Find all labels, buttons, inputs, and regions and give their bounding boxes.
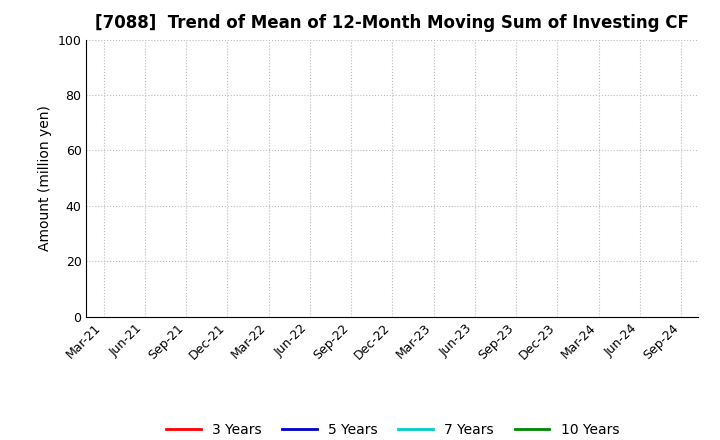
Legend: 3 Years, 5 Years, 7 Years, 10 Years: 3 Years, 5 Years, 7 Years, 10 Years [161,418,624,440]
Title: [7088]  Trend of Mean of 12-Month Moving Sum of Investing CF: [7088] Trend of Mean of 12-Month Moving … [96,15,689,33]
Y-axis label: Amount (million yen): Amount (million yen) [38,105,52,251]
